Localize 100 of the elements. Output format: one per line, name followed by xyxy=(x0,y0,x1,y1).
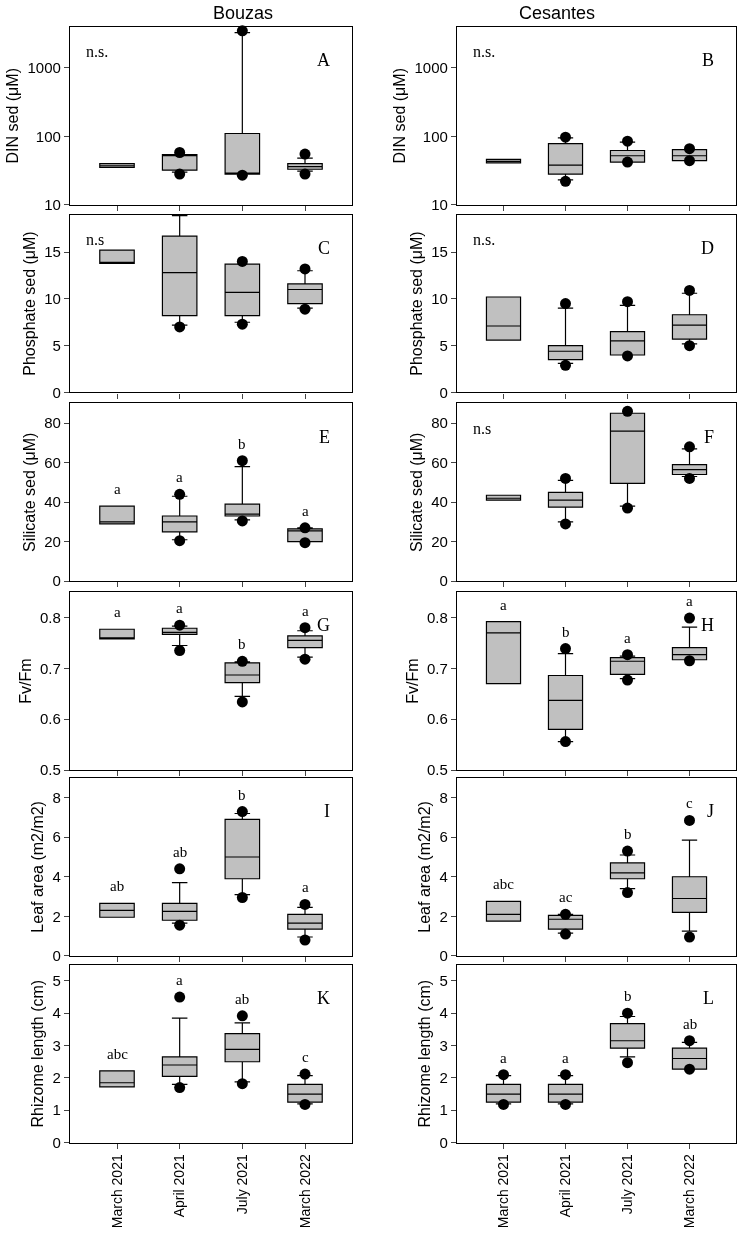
y-tick-label: 5 xyxy=(439,972,448,990)
y-tick-label: 10 xyxy=(44,195,61,213)
y-axis-title: Phosphate sed (μM) xyxy=(408,231,426,376)
y-axis-title: Phosphate sed (μM) xyxy=(21,231,39,376)
y-axis-title: DIN sed (μM) xyxy=(4,68,22,164)
y-tick-label: 80 xyxy=(44,414,61,432)
y-tick-label: 0.6 xyxy=(427,710,448,728)
y-tick-label: 2 xyxy=(52,1069,61,1087)
x-tick-label: March 2021 xyxy=(108,1154,125,1229)
y-tick-label: 0.7 xyxy=(427,659,448,677)
y-tick-label: 3 xyxy=(52,1036,61,1054)
annotation: J xyxy=(707,801,715,821)
x-tick-label: March 2022 xyxy=(681,1154,698,1229)
annotation: c xyxy=(686,795,693,811)
y-tick-label: 2 xyxy=(52,907,61,925)
y-tick-label: 1000 xyxy=(27,59,61,77)
annotation: b xyxy=(624,988,632,1004)
y-tick-label: 0 xyxy=(439,572,448,590)
y-axis-title: Silicate sed (μM) xyxy=(21,432,39,553)
x-tick-label: July 2021 xyxy=(233,1154,250,1215)
y-axis-title: Fv/Fm xyxy=(16,658,34,704)
y-tick-label: 3 xyxy=(439,1036,448,1054)
y-tick-label: 1000 xyxy=(414,59,448,77)
annotation: n.s. xyxy=(473,43,496,60)
annotation: H xyxy=(701,615,714,635)
annotation: K xyxy=(317,988,330,1008)
y-tick-label: 20 xyxy=(44,532,61,550)
annotation: a xyxy=(176,972,183,988)
annotation: a xyxy=(624,630,631,646)
y-tick-label: 0.8 xyxy=(40,608,61,626)
y-tick-label: 40 xyxy=(431,493,448,511)
annotation: b xyxy=(562,624,570,640)
y-tick-label: 1 xyxy=(439,1101,448,1119)
annotation: b xyxy=(624,826,632,842)
annotation: A xyxy=(317,50,330,70)
annotation: G xyxy=(317,615,330,635)
annotation: abc xyxy=(107,1046,129,1062)
y-tick-label: 0.5 xyxy=(40,761,61,779)
y-tick-label: 15 xyxy=(431,243,448,261)
annotation: B xyxy=(702,50,715,70)
y-tick-label: 0.8 xyxy=(427,608,448,626)
y-tick-label: 100 xyxy=(35,127,61,145)
y-tick-label: 0 xyxy=(439,1133,448,1151)
annotation: c xyxy=(302,1049,309,1065)
annotation: a xyxy=(302,879,309,895)
y-tick-label: 5 xyxy=(52,972,61,990)
annotation: E xyxy=(319,427,330,447)
y-tick-label: 0.5 xyxy=(427,761,448,779)
y-axis-title: Fv/Fm xyxy=(403,658,421,704)
annotation: b xyxy=(238,787,246,803)
y-tick-label: 8 xyxy=(439,788,448,806)
y-tick-label: 0.7 xyxy=(40,659,61,677)
annotation: a xyxy=(562,1050,569,1066)
y-tick-label: 4 xyxy=(439,1004,448,1022)
y-tick-label: 0.6 xyxy=(40,710,61,728)
y-tick-label: 8 xyxy=(52,788,61,806)
annotation: n.s. xyxy=(86,43,109,60)
annotation: b xyxy=(238,636,246,652)
annotation: a xyxy=(302,603,309,619)
y-tick-label: 5 xyxy=(439,336,448,354)
x-tick-label: March 2021 xyxy=(495,1154,512,1229)
y-tick-label: 0 xyxy=(52,947,61,965)
annotation: a xyxy=(686,593,693,609)
annotation: a xyxy=(500,597,507,613)
annotation: I xyxy=(324,801,330,821)
y-tick-label: 0 xyxy=(439,383,448,401)
y-tick-label: 0 xyxy=(52,572,61,590)
annotation: b xyxy=(238,436,246,452)
chart-title: Cesantes xyxy=(519,3,596,23)
y-tick-label: 100 xyxy=(422,127,448,145)
annotation: ab xyxy=(173,844,188,860)
annotation: ab xyxy=(683,1016,698,1032)
y-tick-label: 2 xyxy=(439,907,448,925)
y-tick-label: 10 xyxy=(431,290,448,308)
x-tick-label: April 2021 xyxy=(557,1154,574,1218)
annotation: ab xyxy=(110,878,125,894)
y-tick-label: 2 xyxy=(439,1069,448,1087)
y-tick-label: 10 xyxy=(431,195,448,213)
y-tick-label: 6 xyxy=(52,828,61,846)
y-axis-title: Rhizome length (cm) xyxy=(416,979,434,1128)
y-tick-label: 10 xyxy=(44,290,61,308)
y-tick-label: 5 xyxy=(52,336,61,354)
y-tick-label: 40 xyxy=(44,493,61,511)
y-axis-title: DIN sed (μM) xyxy=(391,68,409,164)
y-tick-label: 15 xyxy=(44,243,61,261)
annotation: L xyxy=(703,988,714,1008)
x-tick-label: April 2021 xyxy=(171,1154,188,1218)
annotation: a xyxy=(176,600,183,616)
annotation: F xyxy=(704,427,715,447)
annotation: a xyxy=(114,604,121,620)
y-tick-label: 0 xyxy=(52,383,61,401)
annotation: ab xyxy=(235,991,250,1007)
annotation: C xyxy=(318,238,331,258)
annotation: a xyxy=(500,1050,507,1066)
annotation: a xyxy=(176,469,183,485)
x-tick-label: July 2021 xyxy=(619,1154,636,1215)
chart-title: Bouzas xyxy=(213,3,274,23)
y-axis-title: Leaf area (m2/m2) xyxy=(29,801,47,933)
y-axis-title: Rhizome length (cm) xyxy=(29,979,47,1128)
y-tick-label: 4 xyxy=(439,868,448,885)
